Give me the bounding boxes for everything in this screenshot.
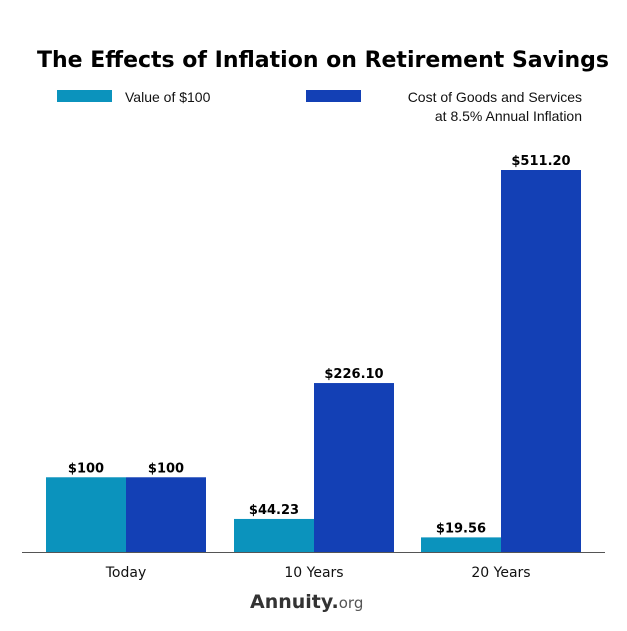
legend-label-value: Value of $100 xyxy=(125,89,211,105)
data-label: $100 xyxy=(148,461,184,476)
x-tick-label: 10 Years xyxy=(284,565,343,581)
bar-value-1 xyxy=(234,518,314,552)
bar-value-2 xyxy=(421,537,501,552)
data-label: $226.10 xyxy=(324,367,383,382)
bar-cost-1 xyxy=(314,383,394,552)
chart-title: The Effects of Inflation on Retirement S… xyxy=(37,48,609,73)
legend-swatch-cost xyxy=(306,90,361,102)
data-label: $44.23 xyxy=(249,503,299,518)
data-label: $511.20 xyxy=(511,154,570,169)
legend-label-cost-line1: Cost of Goods and Services xyxy=(408,89,582,105)
data-label: $100 xyxy=(68,461,104,476)
x-tick-label: 20 Years xyxy=(471,565,530,581)
bar-cost-0 xyxy=(126,477,206,552)
legend-label-cost-line2: at 8.5% Annual Inflation xyxy=(435,108,582,124)
bar-cost-2 xyxy=(501,170,581,552)
brand-logo: Annuity.org xyxy=(250,591,363,613)
bar-value-0 xyxy=(46,477,126,552)
x-tick-label: Today xyxy=(105,565,147,581)
data-label: $19.56 xyxy=(436,521,486,536)
legend-swatch-value xyxy=(57,90,112,102)
